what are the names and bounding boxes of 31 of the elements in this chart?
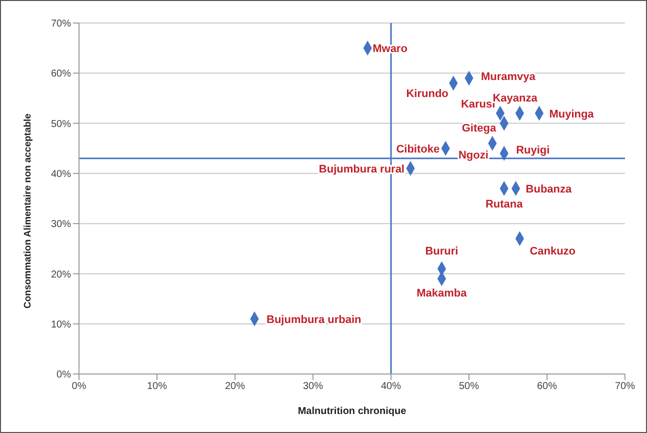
x-axis-title: Malnutrition chronique <box>298 406 407 417</box>
x-tick-label: 20% <box>224 381 246 392</box>
y-tick-label: 60% <box>50 68 72 80</box>
annotation: Rutana <box>485 198 524 210</box>
annotation: Bujumbura urbain <box>266 314 362 326</box>
annotation: Bubanza <box>526 183 573 196</box>
x-tick-label: 30% <box>302 381 324 392</box>
annotation: Bururi <box>425 246 458 258</box>
y-tick-label: 70% <box>50 18 72 30</box>
annotation: Makamba <box>416 288 468 300</box>
annotation: Cankuzo <box>530 246 576 258</box>
y-tick-label: 50% <box>50 118 72 130</box>
annotation: Muyinga <box>549 108 595 120</box>
y-tick-label: 20% <box>50 269 72 280</box>
x-tick-label: 10% <box>146 381 168 392</box>
x-tick-label: 60% <box>536 381 558 392</box>
annotation: Kirundo <box>406 88 449 100</box>
annotation: Cibitoke <box>396 143 440 156</box>
y-tick-label: 0% <box>56 370 72 381</box>
x-tick-label: 0% <box>72 381 86 392</box>
x-tick-label: 40% <box>380 381 402 392</box>
annotation: Muramvya <box>481 71 536 84</box>
annotation: Gitega <box>462 122 497 134</box>
y-tick-label: 40% <box>50 168 72 180</box>
annotation: Kayanza <box>492 92 538 104</box>
y-tick-label: 10% <box>50 319 72 330</box>
y-axis-title: Consommation Alimentaire non acceptable <box>22 114 34 308</box>
annotation: Ruyigi <box>516 144 550 156</box>
x-tick-label: 50% <box>458 381 480 392</box>
y-tick-label: 30% <box>50 219 72 230</box>
x-tick-label: 70% <box>614 381 636 392</box>
